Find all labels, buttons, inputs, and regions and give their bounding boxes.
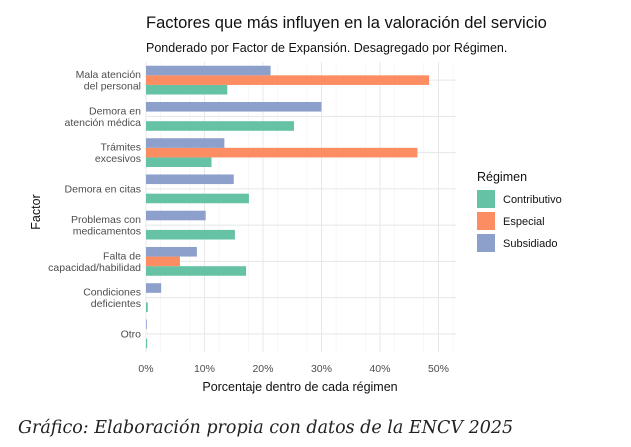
y-axis-label: Factor (29, 194, 43, 229)
legend-label-especial: Especial (503, 216, 545, 228)
chart-subtitle: Ponderado por Factor de Expansión. Desag… (146, 41, 507, 55)
bar-subsidiado (146, 138, 225, 148)
legend-title: Régimen (477, 170, 527, 184)
bar-contributivo (146, 266, 247, 276)
y-tick-label: Falta de capacidad/habilidad (48, 250, 141, 274)
bar-contributivo (146, 84, 228, 95)
figure-caption: Gráfico: Elaboración propia con datos de… (18, 418, 514, 438)
y-tick-label: Mala atención del personal (76, 69, 142, 93)
bar-subsidiado (146, 319, 147, 330)
bar-subsidiado (146, 246, 197, 257)
bar-contributivo (146, 157, 212, 168)
legend-swatch-contributivo (477, 190, 495, 208)
y-tick-label: Condiciones deficientes (83, 287, 141, 311)
bar-contributivo (146, 338, 148, 349)
x-tick-label: 50% (428, 363, 449, 375)
y-tick-label: Trámites excesivos (95, 142, 141, 166)
y-tick-label: Demora en atención médica (65, 105, 142, 129)
legend-label-contributivo: Contributivo (503, 194, 562, 206)
x-tick-label: 40% (369, 363, 390, 375)
bar-especial (146, 256, 180, 267)
x-tick-label: 0% (138, 363, 153, 375)
bar-subsidiado (146, 174, 234, 185)
x-axis-label: Porcentaje dentro de cada régimen (202, 380, 397, 394)
bar-especial (146, 147, 418, 158)
bar-especial (146, 75, 430, 85)
y-tick-label: Otro (121, 329, 142, 341)
y-tick-label: Demora en citas (65, 184, 141, 196)
chart-title: Factores que más influyen en la valoraci… (146, 14, 547, 32)
x-tick-label: 30% (311, 363, 332, 375)
y-tick-labels: Mala atención del personal Demora en atenci… (48, 69, 141, 341)
bar-chart: Mala atención del personal Demora en atenci… (29, 14, 562, 394)
bar-subsidiado (146, 283, 162, 293)
bar-contributivo (146, 229, 235, 240)
bar-subsidiado (146, 101, 322, 112)
bar-contributivo (146, 121, 294, 131)
legend-label-subsidiado: Subsidiado (503, 238, 557, 250)
bar-subsidiado (146, 65, 271, 76)
x-tick-label: 20% (252, 363, 273, 375)
x-tick-labels: 0% 10% 20% 30% 40% 50% (138, 363, 449, 375)
bar-contributivo (146, 302, 148, 313)
bars (146, 65, 430, 349)
bar-contributivo (146, 193, 249, 204)
x-tick-label: 10% (194, 363, 215, 375)
bar-subsidiado (146, 210, 206, 221)
legend: Régimen Contributivo Especial Subsidiado (477, 170, 562, 252)
legend-swatch-especial (477, 212, 495, 230)
y-tick-label: Problemas con medicamentos (71, 214, 141, 238)
legend-swatch-subsidiado (477, 234, 495, 252)
